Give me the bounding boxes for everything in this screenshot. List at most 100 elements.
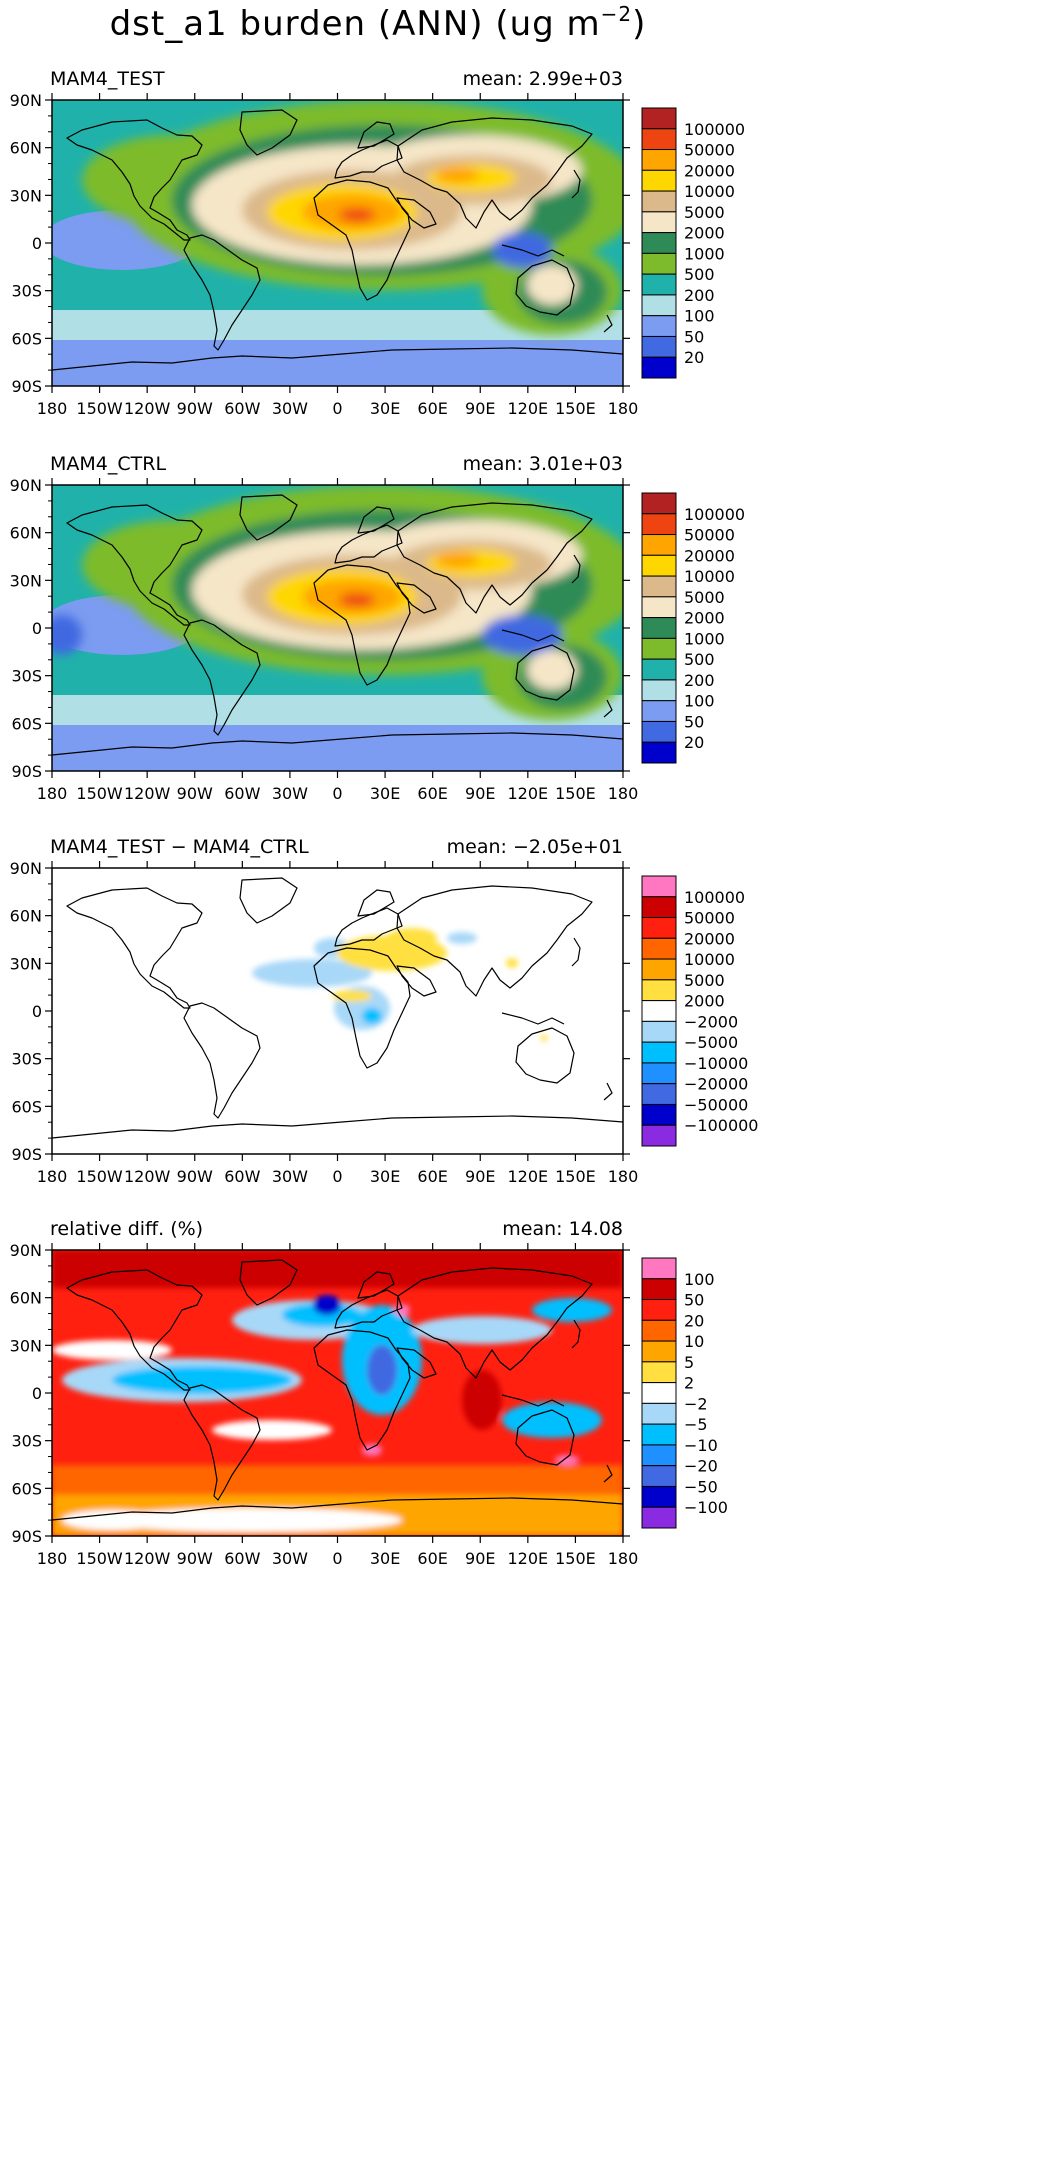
lon-tick-label: 150W [76,1167,123,1186]
lon-tick-label: 60E [417,784,447,803]
lon-tick-label: 90E [465,784,495,803]
lon-tick-label: 180 [608,1549,639,1568]
lat-tick-label: 90S [11,377,42,396]
panel-relative-diff: relative diff. (%) mean: 14.08 90N 60N 30N 0 3… [10,1218,728,1568]
panel-mean: mean: −2.05e+01 [447,836,623,858]
lat-tick-label: 90N [10,476,42,495]
colorbar-label: 500 [684,650,715,669]
colorbar-swatch [641,335,677,358]
colorbar-swatch [641,1340,677,1363]
lon-tick-label: 90W [177,1167,213,1186]
colorbar-swatch [641,1278,677,1301]
lon-tick-label: 180 [37,784,68,803]
colorbar-label: −10 [684,1436,718,1455]
lon-tick-label: 90E [465,1549,495,1568]
colorbar-label: 20 [684,348,704,367]
colorbar-swatch [641,492,677,515]
lat-tick-label: 90S [11,1145,42,1164]
colorbar-swatch [641,1299,677,1321]
panel-difference: MAM4_TEST − MAM4_CTRL mean: −2.05e+01 90N 6… [10,836,759,1186]
panel-MAM4_TEST: MAM4_TEST mean: 2.99e+0390N60N30N030S60S9… [10,68,745,418]
panel-label: MAM4_TEST − MAM4_CTRL [50,836,309,858]
lat-tick-label: 90S [11,762,42,781]
lon-tick-label: 120E [508,1549,549,1568]
lat-tick-label: 90N [10,859,42,878]
colorbar-label: 10000 [684,950,735,969]
colorbar-label: 50000 [684,526,735,545]
lon-tick-label: 120E [508,1167,549,1186]
colorbar-label: 5000 [684,971,725,990]
colorbar-swatch [641,658,677,681]
colorbar-label: 20000 [684,929,735,948]
lat-tick-label: 30S [11,1050,42,1069]
colorbar-swatch [641,741,677,764]
colorbar-swatch [641,1103,677,1126]
lon-tick-label: 90W [177,399,213,418]
panel-label: MAM4_CTRL [50,453,166,475]
colorbar-swatch [641,1257,677,1280]
lon-tick-label: 60W [224,1549,260,1568]
colorbar-label: 2000 [684,224,725,243]
colorbar-label: 200 [684,671,715,690]
lon-tick-label: 150W [76,1549,123,1568]
map-field: 90N 60N 30N 0 30S 60S 90S 180 150W 120W 90W 60W 30W 0… [10,476,639,803]
colorbar-swatch [641,700,677,722]
lon-tick-label: 150W [76,399,123,418]
lat-tick-label: 0 [32,619,42,638]
colorbar-swatch [641,1062,677,1085]
lon-tick-label: 30W [272,399,308,418]
colorbar-swatch [641,232,677,254]
colorbar-label: −100 [684,1498,728,1517]
colorbar-label: 2000 [684,609,725,628]
colorbar-label: −5 [684,1415,708,1434]
colorbar-swatch [641,1083,677,1105]
colorbar-label: 50000 [684,909,735,928]
lat-tick-label: 60N [10,1289,42,1308]
colorbar-swatch [641,534,677,556]
colorbar-label: −2000 [684,1012,738,1031]
colorbar-swatch [641,917,677,939]
lat-tick-label: 60S [11,1097,42,1116]
colorbar-swatch [641,958,677,981]
lat-tick-label: 30N [10,1336,42,1355]
lon-tick-label: 60W [224,399,260,418]
lon-tick-label: 120W [124,399,171,418]
colorbar-label: 100000 [684,888,745,907]
panel-mean: mean: 2.99e+03 [463,68,623,90]
figure: dst_a1 burden (ANN) (ug m−2) [10,2,759,1568]
colorbar-swatch [641,1000,677,1022]
colorbar-label: −20 [684,1457,718,1476]
lon-tick-label: 120E [508,399,549,418]
colorbar-label: −5000 [684,1033,738,1052]
lon-tick-label: 30W [272,1167,308,1186]
colorbar-swatch [641,1124,677,1147]
colorbar-swatch [641,1361,677,1384]
lat-tick-label: 60S [11,714,42,733]
lon-tick-label: 90E [465,1167,495,1186]
colorbar-swatch [641,720,677,743]
lat-tick-label: 60N [10,524,42,543]
colorbar-swatch [641,875,677,898]
colorbar-swatch [641,252,677,275]
lon-tick-label: 120W [124,1549,171,1568]
lon-tick-label: 30E [370,1167,400,1186]
lon-tick-label: 90W [177,784,213,803]
lat-tick-label: 30N [10,954,42,973]
lon-tick-label: 90W [177,1549,213,1568]
colorbar-swatch [641,273,677,296]
panel-label: relative diff. (%) [50,1218,203,1240]
lat-tick-label: 30S [11,667,42,686]
lat-tick-label: 0 [32,1002,42,1021]
colorbar-swatch [641,1402,677,1425]
lat-tick-label: 90N [10,91,42,110]
lat-tick-label: 30S [11,282,42,301]
colorbar-swatch [641,596,677,619]
panel-MAM4_CTRL: MAM4_CTRL mean: 3.01e+0390N60N30N030S60S9… [10,453,745,803]
lon-tick-label: 120W [124,784,171,803]
colorbar-swatch [641,1423,677,1446]
lon-tick-label: 0 [332,784,342,803]
colorbar-label: 100000 [684,505,745,524]
